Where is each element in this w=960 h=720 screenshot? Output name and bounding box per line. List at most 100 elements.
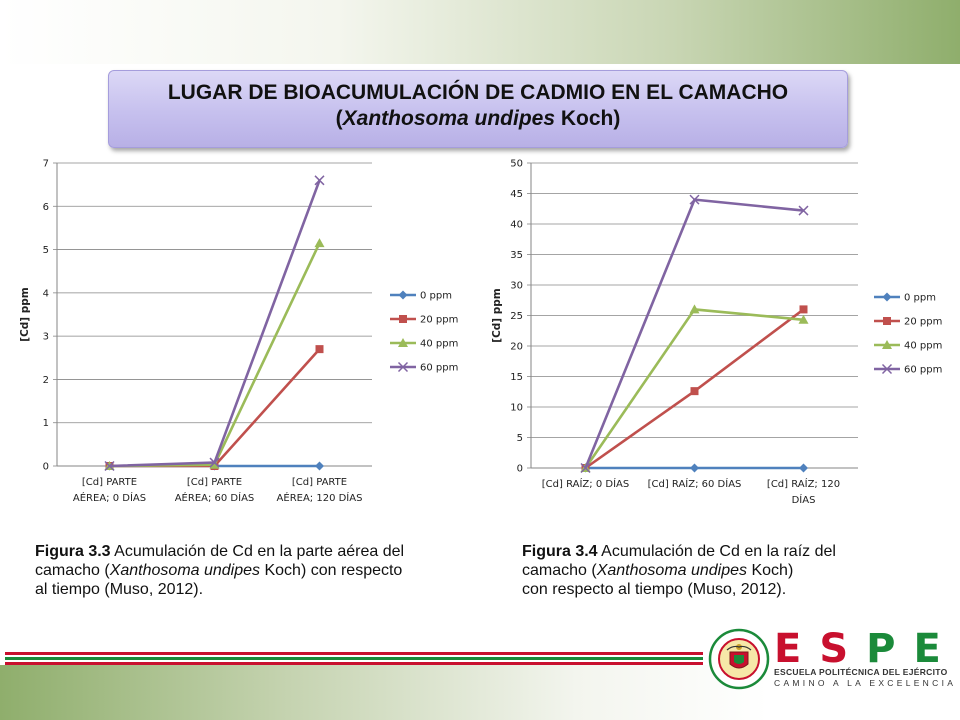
legend-marker — [398, 338, 408, 347]
espe-letter-e1: E — [774, 626, 820, 672]
data-point — [689, 194, 700, 205]
data-point — [690, 463, 699, 473]
legend-label: 0 ppm — [420, 291, 452, 302]
y-tick-label: 5 — [43, 245, 49, 256]
y-tick-label: 45 — [510, 189, 523, 200]
caption-left-text3: al tiempo (Muso, 2012). — [35, 581, 204, 598]
data-point — [209, 457, 220, 468]
divider-red-line-2 — [5, 662, 703, 665]
legend-marker — [397, 361, 409, 373]
caption-figure-3-4: Figura 3.4 Acumulación de Cd en la raíz … — [522, 542, 942, 599]
data-point — [798, 314, 809, 324]
legend-marker — [881, 363, 893, 375]
slide-title-line2: (Xanthosoma undipes Koch) — [109, 107, 847, 131]
y-tick-label: 15 — [510, 372, 523, 383]
x-category-label: [Cd] RAÍZ; 60 DÍAS — [648, 477, 742, 490]
y-tick-label: 35 — [510, 250, 523, 261]
legend-marker — [882, 292, 892, 302]
bottom-decor-band — [0, 665, 960, 720]
chart-root-cadmium: 0 5 10 15 20 25 30 35 40 45 50 [Cd] ppm [Cd] RAÍZ; 0… — [491, 159, 942, 507]
slide-title-box: LUGAR DE BIOACUMULACIÓN DE CADMIO EN EL … — [108, 70, 848, 148]
legend-label: 60 ppm — [904, 365, 942, 376]
x-category-label: [Cd] PARTE AÉREA; 120 DÍAS — [277, 477, 363, 504]
espe-logo: ESPE ESCUELA POLITÉCNICA DEL EJÉRCITO CA… — [708, 626, 953, 692]
data-point — [799, 463, 808, 473]
y-tick-label: 1 — [43, 418, 49, 429]
data-point — [689, 304, 700, 314]
caption-right-species: Xanthosoma undipes — [596, 562, 748, 579]
caption-left-label: Figura 3.3 — [35, 543, 111, 560]
espe-letter-e2: E — [913, 626, 959, 672]
x-category-line: [Cd] RAÍZ; 0 DÍAS — [542, 477, 629, 490]
y-axis-label: [Cd] ppm — [19, 287, 31, 342]
caption-right-text3: con respecto al tiempo (Muso, 2012). — [522, 581, 787, 598]
divider-green-line — [5, 657, 703, 660]
legend-marker — [882, 340, 892, 349]
x-category-label: [Cd] PARTE AÉREA; 0 DÍAS — [73, 477, 146, 504]
y-tick-label: 2 — [43, 375, 49, 386]
data-point — [104, 460, 115, 472]
x-category-line: AÉREA; 60 DÍAS — [175, 491, 255, 504]
x-category-line: [Cd] PARTE — [187, 477, 242, 488]
caption-right-label: Figura 3.4 — [522, 543, 598, 560]
x-category-line: [Cd] PARTE — [292, 477, 347, 488]
series-line-20-ppm — [109, 348, 321, 468]
espe-letters: ESPE — [774, 626, 959, 672]
espe-letter-s: S — [819, 626, 867, 672]
x-category-label: [Cd] RAÍZ; 120 DÍAS — [767, 477, 840, 506]
espe-institution-name: ESCUELA POLITÉCNICA DEL EJÉRCITO — [774, 667, 948, 677]
legend-marker — [399, 315, 407, 323]
data-point — [315, 461, 324, 471]
divider-red-line — [5, 652, 703, 655]
y-tick-label: 10 — [510, 403, 523, 414]
x-category-line: [Cd] PARTE — [82, 477, 137, 488]
x-category-line: AÉREA; 0 DÍAS — [73, 491, 146, 504]
y-tick-label: 0 — [517, 464, 523, 475]
legend-label: 0 ppm — [904, 293, 936, 304]
data-point — [209, 459, 220, 469]
x-category-line: AÉREA; 120 DÍAS — [277, 491, 363, 504]
y-axis-label: [Cd] ppm — [491, 288, 503, 343]
espe-seal-icon — [708, 628, 770, 690]
x-category-label: [Cd] PARTE AÉREA; 60 DÍAS — [175, 477, 255, 504]
y-tick-label: 50 — [510, 159, 523, 170]
caption-right-text1: Acumulación de Cd en la raíz del — [597, 543, 836, 560]
y-tick-label: 0 — [43, 462, 49, 473]
data-point — [690, 387, 699, 396]
data-point — [314, 175, 325, 186]
x-category-line: [Cd] RAÍZ; 60 DÍAS — [648, 477, 742, 490]
espe-tagline: CAMINO A LA EXCELENCIA — [774, 678, 957, 688]
legend-label: 40 ppm — [420, 339, 458, 350]
legend-label: 40 ppm — [904, 341, 942, 352]
series-line-40-ppm — [109, 242, 321, 468]
legend-label: 20 ppm — [904, 317, 942, 328]
legend-label: 20 ppm — [420, 315, 458, 326]
data-point — [580, 462, 591, 474]
caption-left-text2b: Koch) con respecto — [260, 562, 403, 579]
y-tick-label: 6 — [43, 202, 49, 213]
slide-title-line1: LUGAR DE BIOACUMULACIÓN DE CADMIO EN EL … — [167, 81, 789, 104]
y-tick-label: 5 — [517, 433, 523, 444]
legend-marker — [883, 317, 891, 325]
data-point — [798, 205, 809, 216]
x-category-line: DÍAS — [792, 493, 816, 506]
data-point — [314, 238, 325, 248]
caption-right-text2a: camacho ( — [522, 562, 597, 579]
caption-left-species: Xanthosoma undipes — [109, 562, 261, 579]
y-tick-label: 20 — [510, 342, 523, 353]
y-tick-label: 7 — [43, 159, 49, 170]
title-paren-open: ( — [335, 107, 343, 130]
y-tick-label: 4 — [43, 288, 49, 299]
y-tick-label: 30 — [510, 281, 523, 292]
x-category-label: [Cd] RAÍZ; 0 DÍAS — [542, 477, 629, 490]
legend-marker — [398, 290, 408, 300]
title-species-italic: Xanthosoma undipes — [342, 107, 556, 130]
caption-left-text2a: camacho ( — [35, 562, 110, 579]
top-decor-band — [0, 0, 960, 64]
series-line-60-ppm — [109, 179, 321, 468]
data-point — [799, 305, 808, 314]
legend-label: 60 ppm — [420, 363, 458, 374]
x-category-line: [Cd] RAÍZ; 120 — [767, 477, 840, 490]
footer-divider — [5, 652, 703, 665]
